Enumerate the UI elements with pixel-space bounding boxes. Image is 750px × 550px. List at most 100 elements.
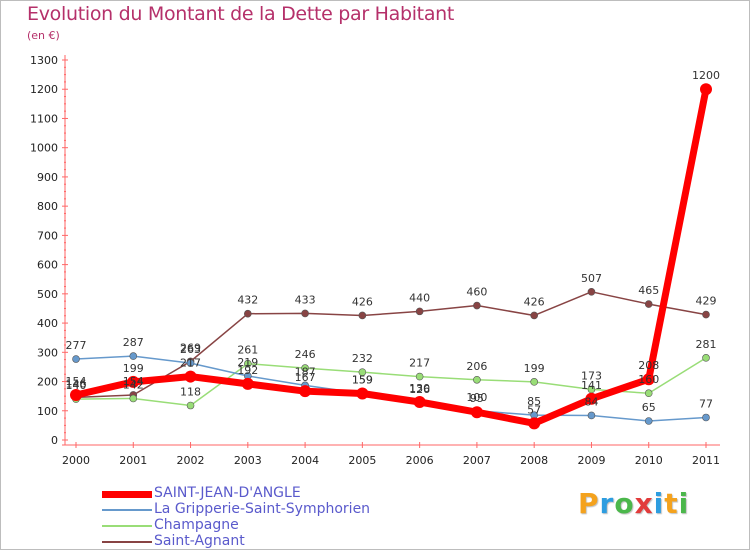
data-label: 246 [295, 348, 316, 361]
data-label: 199 [123, 362, 144, 375]
data-point [72, 355, 80, 363]
data-label: 159 [352, 374, 373, 387]
data-label: 208 [638, 359, 659, 372]
data-point [642, 373, 655, 386]
x-tick-label: 2001 [119, 454, 147, 467]
x-tick-label: 2002 [177, 454, 205, 467]
data-point [470, 406, 483, 419]
data-point [299, 385, 312, 398]
data-label: 1200 [692, 69, 720, 82]
data-label: 199 [524, 362, 545, 375]
data-point [585, 392, 598, 405]
brand-letter: x [634, 487, 654, 520]
data-point [702, 354, 710, 362]
data-label: 65 [642, 401, 656, 414]
y-tick-label: 200 [37, 376, 58, 389]
y-tick-label: 1100 [30, 112, 58, 125]
data-point [70, 388, 82, 401]
data-point [244, 309, 252, 318]
data-label: 432 [237, 294, 258, 307]
y-tick-label: 100 [37, 405, 58, 418]
data-point [530, 311, 538, 320]
x-tick-label: 2005 [348, 454, 376, 467]
x-tick-label: 2006 [406, 454, 434, 467]
data-label: 100 [466, 391, 487, 404]
brand-letter: o [614, 487, 635, 520]
brand-letter: P [578, 487, 600, 520]
x-tick-label: 2009 [577, 454, 605, 467]
brand-letter: r [599, 487, 615, 520]
data-point [644, 300, 653, 308]
series-line [75, 357, 707, 407]
data-point [186, 401, 195, 410]
x-tick-label: 2011 [692, 454, 720, 467]
data-label: 118 [180, 386, 201, 399]
brand-letter: i [678, 487, 690, 520]
data-label: 57 [527, 403, 541, 416]
data-point [700, 83, 712, 96]
brand-letter: t [664, 487, 679, 520]
data-label: 159 [352, 374, 373, 387]
y-tick-label: 0 [51, 434, 58, 447]
data-label: 426 [352, 295, 373, 308]
y-tick-label: 1000 [30, 142, 58, 155]
x-tick-label: 2008 [520, 454, 548, 467]
legend-swatch [102, 491, 152, 498]
x-tick-label: 2000 [62, 454, 90, 467]
data-point [587, 411, 596, 420]
x-tick-label: 2007 [463, 454, 491, 467]
data-label: 440 [409, 291, 430, 304]
series-line [75, 291, 707, 399]
data-label: 287 [123, 336, 144, 349]
data-label: 95 [470, 392, 484, 405]
data-label: 173 [581, 369, 602, 382]
data-label: 130 [409, 382, 430, 395]
x-tick-label: 2003 [234, 454, 262, 467]
data-label: 126 [409, 383, 430, 396]
y-tick-label: 500 [37, 288, 58, 301]
data-point [702, 310, 710, 319]
line-chart: 0 100 200 300 400 500 600 700 800 900 1000 1100 1200… [30, 54, 720, 467]
data-label: 269 [180, 341, 201, 354]
data-point [587, 287, 596, 296]
data-point [244, 359, 252, 368]
data-label: 232 [352, 352, 373, 365]
data-label: 263 [180, 343, 201, 356]
data-point [358, 368, 367, 376]
data-label: 167 [295, 371, 316, 384]
data-label: 277 [66, 339, 87, 352]
data-label: 217 [180, 357, 201, 370]
data-point [702, 413, 710, 422]
y-tick-label: 600 [37, 259, 58, 272]
data-label: 142 [123, 378, 144, 391]
data-point [473, 375, 481, 384]
data-label: 281 [696, 338, 717, 351]
data-point [356, 387, 369, 400]
data-point [413, 396, 426, 408]
data-point [129, 394, 138, 403]
data-label: 219 [237, 356, 258, 369]
x-tick-label: 2004 [291, 454, 319, 467]
data-label: 507 [581, 272, 602, 285]
data-label: 433 [295, 293, 316, 306]
data-label: 460 [466, 286, 487, 299]
data-label: 261 [237, 344, 258, 357]
data-label: 140 [66, 379, 87, 392]
legend-label: Saint-Agnant [154, 533, 245, 549]
data-point [473, 301, 481, 310]
y-tick-label: 700 [37, 229, 58, 242]
legend-label: Champagne [154, 517, 239, 533]
data-label: 465 [638, 284, 659, 297]
brand-letter: i [653, 487, 665, 520]
legend-swatch [102, 525, 152, 527]
x-tick-label: 2010 [635, 454, 663, 467]
data-label: 84 [584, 395, 598, 408]
brand-logo: Proxiti [578, 487, 689, 520]
data-point [127, 375, 140, 388]
y-tick-label: 1300 [30, 54, 58, 67]
data-point [184, 370, 197, 383]
y-tick-label: 1200 [30, 83, 58, 96]
chart-title: Evolution du Montant de la Dette par Hab… [27, 3, 455, 25]
data-label: 187 [295, 365, 316, 378]
